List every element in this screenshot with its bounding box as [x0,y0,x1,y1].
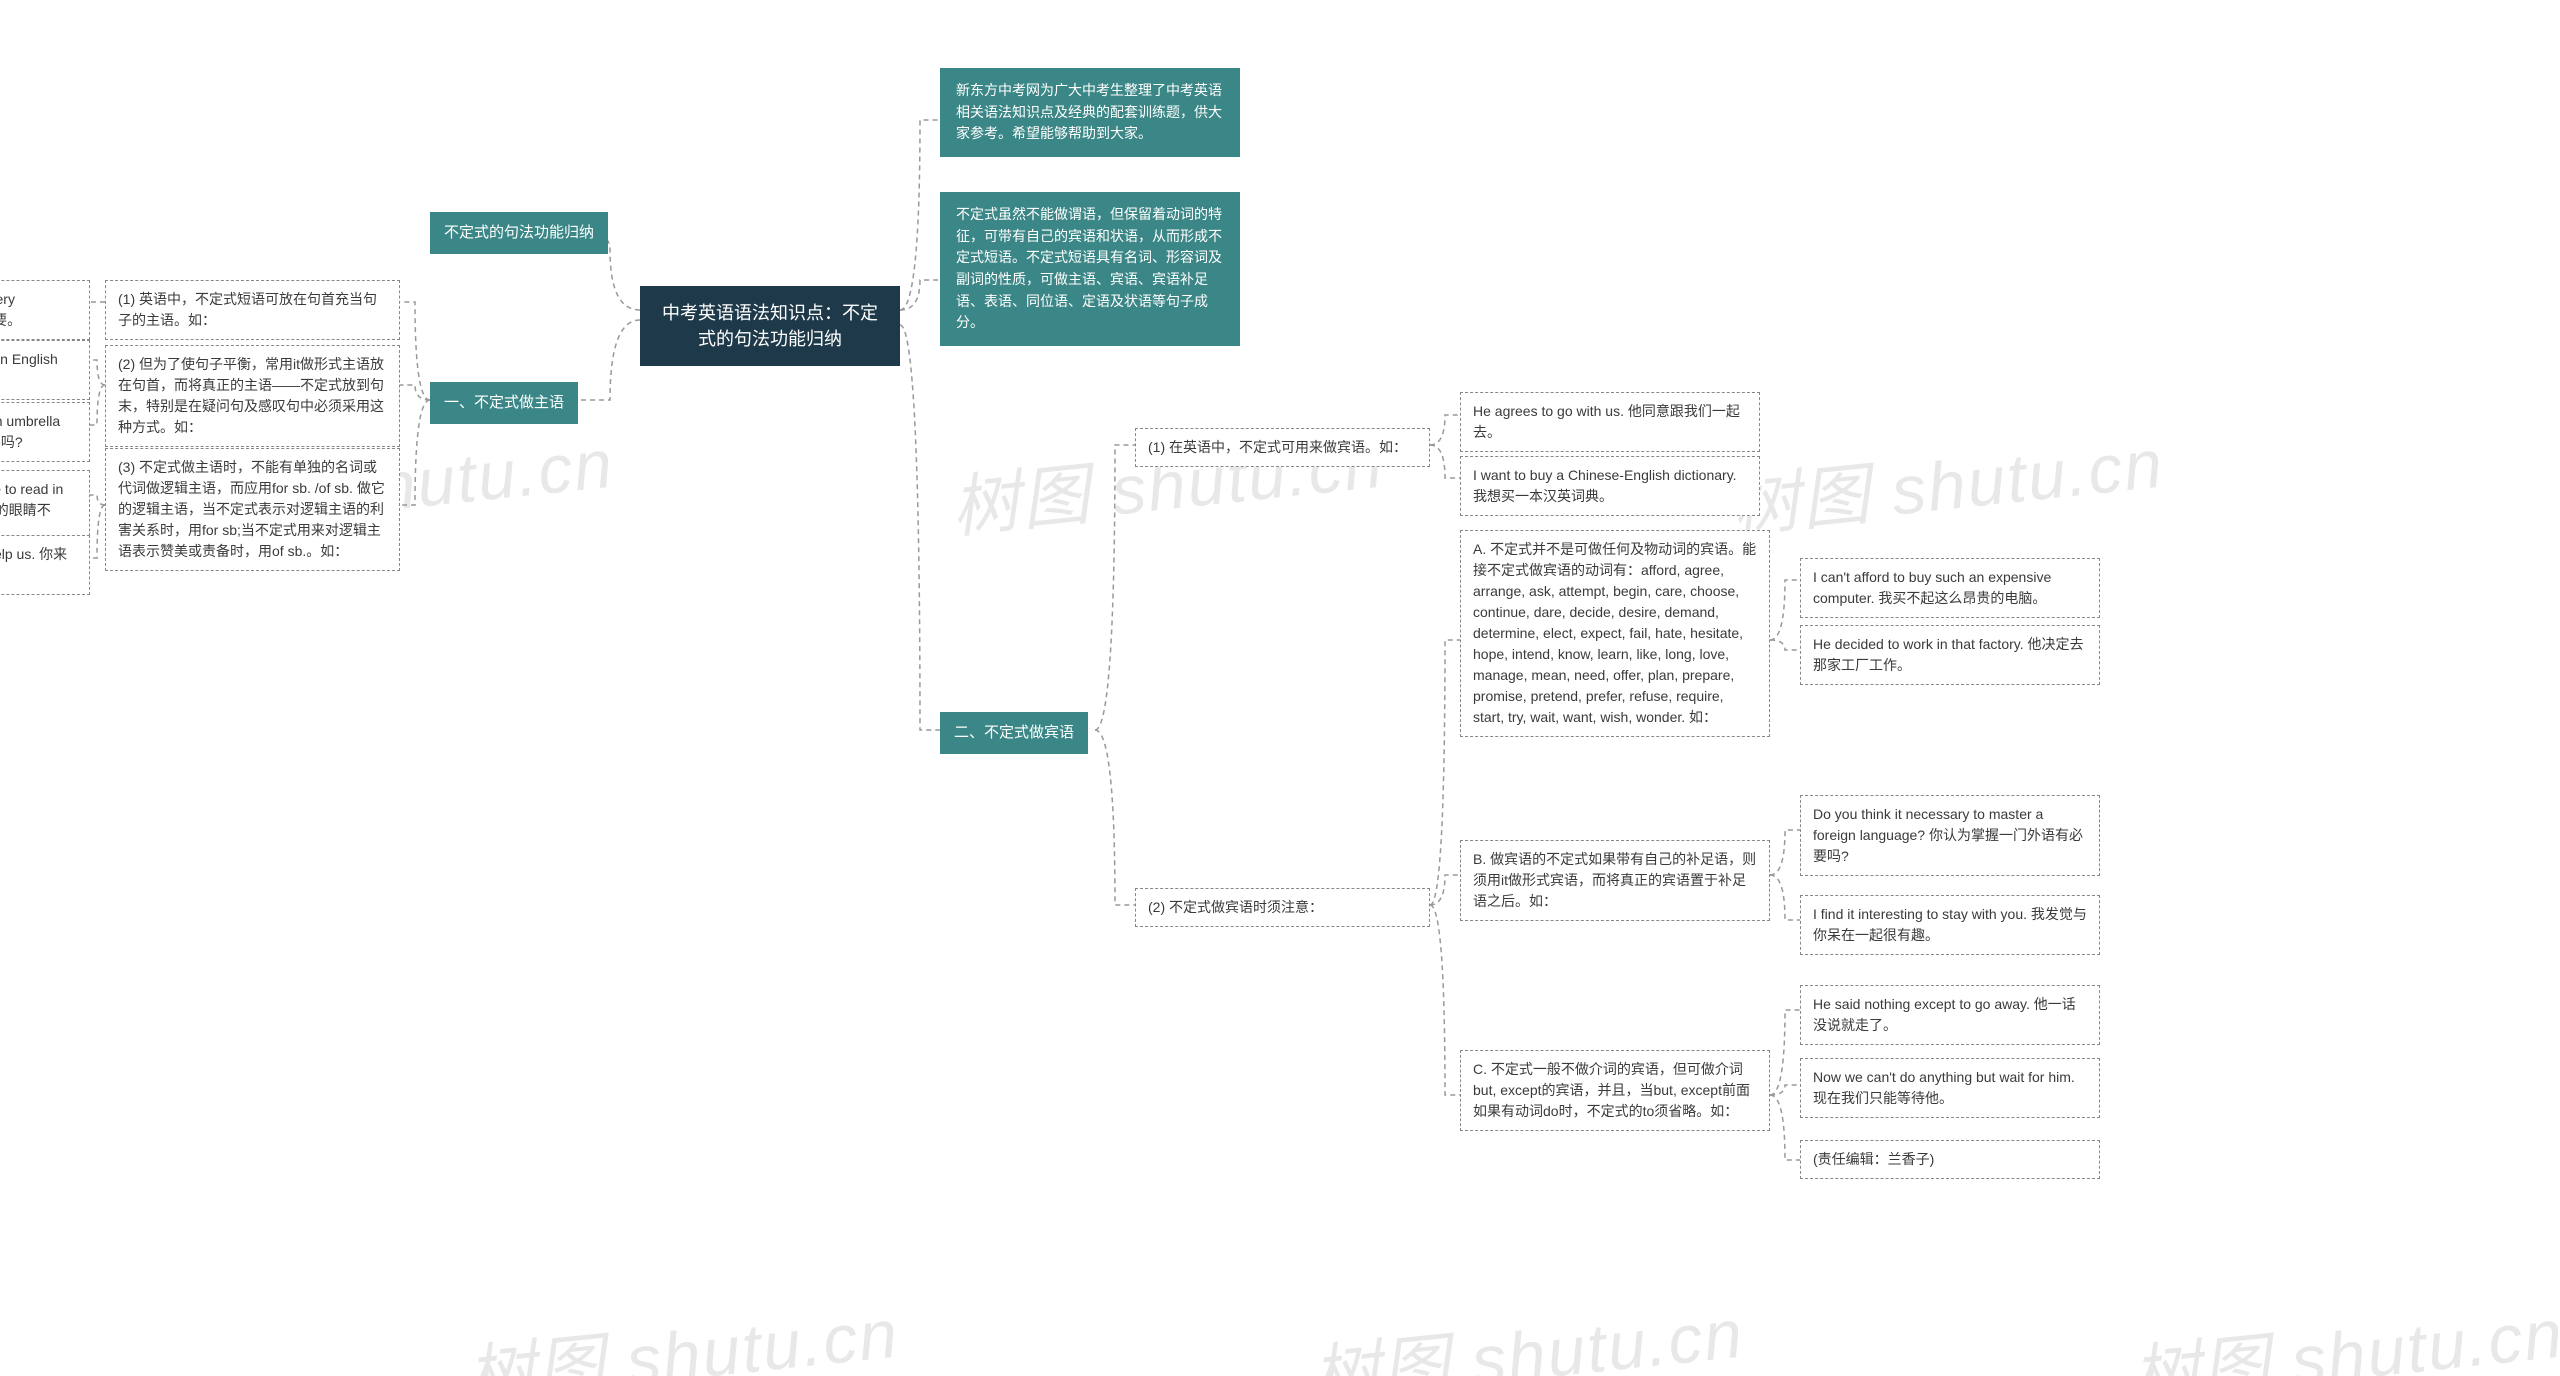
mindmap-stage: 树图 shutu.cn 树图 shutu.cn 树图 shutu.cn 树图 s… [0,0,2560,1376]
section2-sub1-ex2: I want to buy a Chinese-English dictiona… [1460,456,1760,516]
section1-sub1: (1) 英语中，不定式短语可放在句首充当句子的主语。如： [105,280,400,340]
intro-block-2: 不定式虽然不能做谓语，但保留着动词的特征，可带有自己的宾语和状语，从而形成不定式… [940,192,1240,346]
watermark: 树图 shutu.cn [1726,408,2168,552]
section-2[interactable]: 二、不定式做宾语 [940,712,1088,754]
section1-sub3: (3) 不定式做主语时，不能有单独的名词或代词做逻辑主语，而应用for sb. … [105,448,400,571]
section2-sub2-B-ex1: Do you think it necessary to master a fo… [1800,795,2100,876]
connectors-svg [0,0,2560,1376]
section2-sub1: (1) 在英语中，不定式可用来做宾语。如： [1135,428,1430,467]
left-header[interactable]: 不定式的句法功能归纳 [430,212,608,254]
section2-sub2-C: C. 不定式一般不做介词的宾语，但可做介词but, except的宾语，并且，当… [1460,1050,1770,1131]
section2-sub1-ex1: He agrees to go with us. 他同意跟我们一起去。 [1460,392,1760,452]
section1-sub2: (2) 但为了使句子平衡，常用it做形式主语放在句首，而将真正的主语——不定式放… [105,345,400,447]
section1-sub3-ex2: It is very kind of you to help us. 你来帮助我… [0,535,90,595]
section2-sub2-C-ex1: He said nothing except to go away. 他一话没说… [1800,985,2100,1045]
section-1[interactable]: 一、不定式做主语 [430,382,578,424]
section2-sub2-C-ex2: Now we can't do anything but wait for hi… [1800,1058,2100,1118]
root-node[interactable]: 中考英语语法知识点：不定式的句法功能归纳 [640,286,900,366]
section2-sub2-B-ex2: I find it interesting to stay with you. … [1800,895,2100,955]
section1-sub2-ex1: It is very important to learn English we… [0,340,90,400]
section2-sub2-A-ex1: I can't afford to buy such an expensive … [1800,558,2100,618]
section2-sub2-A-ex2: He decided to work in that factory. 他决定去… [1800,625,2100,685]
watermark: 树图 shutu.cn [1306,1278,1748,1376]
section2-sub2-B: B. 做宾语的不定式如果带有自己的补足语，则须用it做形式宾语，而将真正的宾语置… [1460,840,1770,921]
section2-sub2-C-ex3: (责任编辑：兰香子) [1800,1140,2100,1179]
section1-sub1-ex1: To learn English well is very important.… [0,280,90,340]
intro-block-1: 新东方中考网为广大中考生整理了中考英语相关语法知识点及经典的配套训练题，供大家参… [940,68,1240,157]
section2-sub2: (2) 不定式做宾语时须注意： [1135,888,1430,927]
watermark: 树图 shutu.cn [2126,1278,2560,1376]
watermark: 树图 shutu.cn [461,1278,903,1376]
section1-sub2-ex2: Is it necessary to bring an umbrella tod… [0,402,90,462]
section2-sub2-A: A. 不定式并不是可做任何及物动词的宾语。能接不定式做宾语的动词有：afford… [1460,530,1770,737]
